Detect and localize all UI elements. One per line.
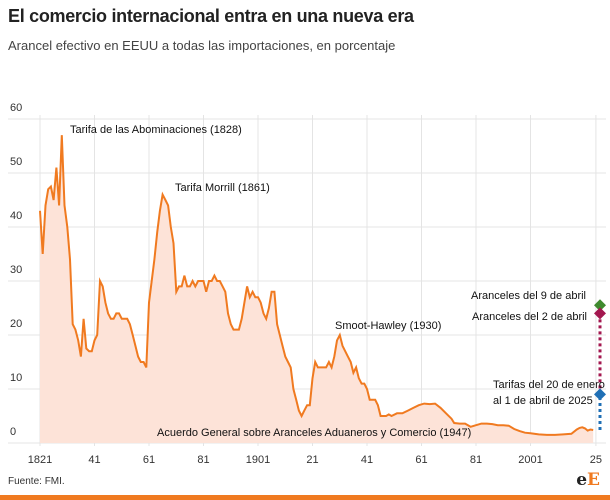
x-tick-label: 1901 <box>246 454 270 466</box>
marker-apr2-diamond <box>594 307 606 320</box>
chart-title: El comercio internacional entra en una n… <box>8 6 414 26</box>
marker-label-jan20-line1: Tarifas del 20 de enero <box>493 379 605 391</box>
marker-label-jan20-line2: al 1 de abril de 2025 <box>493 395 593 407</box>
y-tick-label: 60 <box>10 102 22 114</box>
annotation-gatt: Acuerdo General sobre Aranceles Aduanero… <box>157 427 471 439</box>
series-line <box>39 135 594 436</box>
y-tick-label: 0 <box>10 426 16 438</box>
y-tick-label: 10 <box>10 372 22 384</box>
x-tick-label: 25 <box>590 454 602 466</box>
marker-label-apr9: Aranceles del 9 de abril <box>471 290 586 302</box>
x-tick-label: 1821 <box>28 454 52 466</box>
y-tick-label: 40 <box>10 210 22 222</box>
logo: eE <box>576 470 600 490</box>
x-tick-label: 81 <box>470 454 482 466</box>
y-tick-label: 50 <box>10 156 22 168</box>
x-tick-label: 61 <box>415 454 427 466</box>
marker-label-apr2: Aranceles del 2 de abril <box>472 311 587 323</box>
x-tick-label: 41 <box>361 454 373 466</box>
chart-subtitle: Arancel efectivo en EEUU a todas las imp… <box>8 38 396 53</box>
marker-jan20-diamond <box>594 388 606 401</box>
chart-plot: 0 10 20 30 40 50 60 1821 41 61 81 1901 21 41 61 81 2001 2… <box>8 102 606 466</box>
x-tick-label: 2001 <box>518 454 542 466</box>
x-tick-label: 21 <box>306 454 318 466</box>
annotation-smoot-hawley: Smoot-Hawley (1930) <box>335 320 441 332</box>
x-tick-label: 41 <box>88 454 100 466</box>
annotation-abominaciones: Tarifa de las Abominaciones (1828) <box>70 124 242 136</box>
y-tick-label: 30 <box>10 264 22 276</box>
footer-bar <box>0 495 610 500</box>
y-tick-label: 20 <box>10 318 22 330</box>
marker-apr9-diamond <box>594 299 606 312</box>
source-note: Fuente: FMI. <box>8 476 65 487</box>
x-tick-label: 61 <box>143 454 155 466</box>
annotation-morrill: Tarifa Morrill (1861) <box>175 182 270 194</box>
x-tick-label: 81 <box>197 454 209 466</box>
area-fill <box>40 135 594 443</box>
